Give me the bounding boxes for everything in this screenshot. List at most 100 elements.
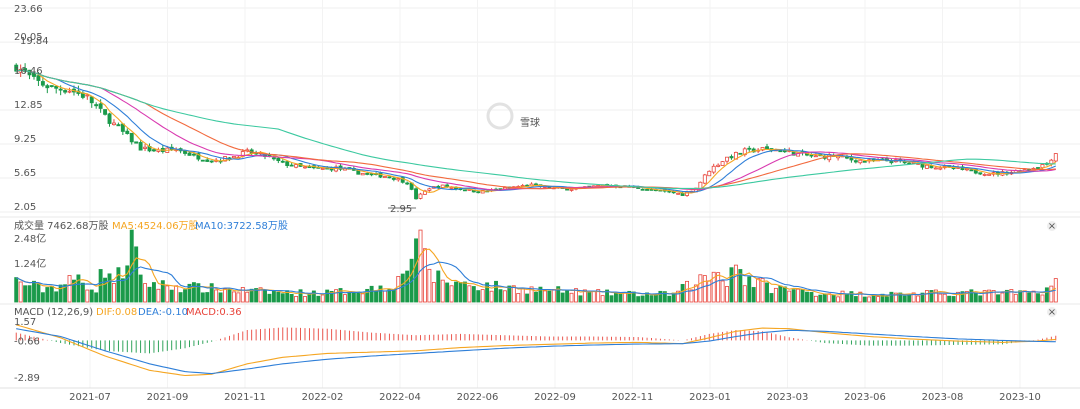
price-tick-label: 5.65	[14, 168, 36, 179]
volume-bar	[311, 290, 316, 303]
volume-bar	[391, 289, 396, 303]
volume-bar	[516, 293, 521, 303]
volume-bar	[445, 282, 450, 303]
volume-bar	[271, 291, 276, 303]
volume-bar	[494, 280, 498, 303]
volume-bar	[258, 287, 263, 303]
volume-bar	[382, 290, 387, 303]
volume-bar	[458, 282, 463, 303]
volume-bar	[902, 295, 907, 303]
candle-body	[711, 165, 716, 173]
volume-bar	[227, 288, 232, 303]
candle-body	[645, 189, 650, 191]
candle-body	[716, 164, 721, 167]
volume-bar	[45, 287, 50, 303]
volume-bar	[605, 289, 610, 303]
volume-bar	[1009, 289, 1014, 303]
volume-bar	[889, 291, 894, 303]
volume-bar	[36, 282, 41, 303]
candle-body	[938, 167, 943, 170]
candle-body	[449, 187, 454, 189]
candle-body	[36, 75, 41, 81]
volume-bar	[276, 291, 281, 303]
volume-bar	[498, 289, 503, 303]
volume-bar	[738, 269, 743, 303]
volume-ma10-line	[15, 261, 1056, 296]
volume-bar	[867, 296, 872, 303]
volume-bar	[205, 292, 210, 303]
candle-body	[858, 159, 863, 164]
volume-bar	[338, 288, 343, 303]
volume-bar	[214, 289, 219, 303]
volume-bar	[334, 289, 339, 303]
volume-bar	[1031, 290, 1036, 303]
volume-bar	[725, 286, 729, 303]
volume-total-label: 成交量 7462.68万股	[14, 219, 109, 232]
x-tick-label: 2022-11	[612, 392, 654, 403]
volume-bar	[80, 282, 85, 303]
volume-bar	[796, 288, 801, 303]
candle-body	[365, 173, 370, 175]
macd-dif-label: DIF:0.08	[96, 307, 137, 318]
candle-body	[929, 165, 934, 169]
price-tick-label: 16.46	[14, 66, 43, 77]
volume-bar	[702, 275, 707, 303]
candle-body	[196, 153, 201, 160]
close-icon[interactable]	[1047, 307, 1057, 317]
candle-body	[285, 161, 290, 166]
candle-body	[1036, 167, 1040, 169]
x-tick-label: 2022-04	[379, 392, 421, 403]
volume-bar	[369, 285, 374, 303]
min-price-label: 2.95	[390, 204, 412, 215]
x-tick-label: 2023-06	[844, 392, 886, 403]
volume-bar	[94, 292, 99, 303]
volume-bar	[560, 292, 565, 303]
volume-bar	[418, 229, 423, 303]
candle-body	[58, 88, 63, 91]
volume-bar	[658, 290, 663, 303]
candle-body	[987, 173, 992, 176]
volume-bar	[414, 238, 419, 303]
volume-bar	[574, 288, 578, 303]
x-tick-label: 2023-01	[689, 392, 731, 403]
volume-bar	[591, 290, 596, 303]
volume-bar	[578, 295, 583, 303]
volume-bar	[103, 277, 108, 303]
volume-bar	[662, 291, 667, 303]
candle-body	[747, 147, 752, 150]
candle-body	[387, 176, 392, 179]
volume-bar	[871, 294, 876, 303]
candle-body	[405, 182, 410, 185]
candle-body	[307, 166, 312, 169]
x-tick-label: 2023-08	[922, 392, 964, 403]
close-icon[interactable]	[1047, 221, 1057, 231]
volume-tick-label: 1.24亿	[14, 257, 46, 270]
volume-bar	[63, 284, 68, 303]
volume-bar	[156, 288, 161, 303]
volume-bar	[480, 289, 485, 303]
candle-body	[360, 172, 365, 176]
candle-body	[320, 167, 325, 170]
candle-body	[125, 130, 130, 134]
volume-bar	[711, 271, 716, 303]
volume-bar	[485, 282, 490, 303]
volume-bar	[765, 282, 769, 303]
volume-bar	[223, 288, 227, 303]
volume-bar	[18, 281, 23, 303]
candle-body	[400, 177, 405, 183]
volume-bar	[1044, 287, 1049, 303]
volume-bar	[454, 281, 458, 303]
volume-bar	[947, 295, 952, 303]
volume-bar	[449, 285, 454, 303]
x-tick-label: 2021-11	[224, 392, 266, 403]
candle-body	[294, 164, 299, 168]
volume-bar	[827, 293, 832, 303]
candle-body	[200, 159, 205, 162]
volume-bar	[773, 287, 778, 303]
volume-bar	[400, 273, 405, 303]
candle-body	[427, 188, 432, 191]
candle-body	[112, 122, 116, 126]
volume-bar	[649, 295, 654, 303]
